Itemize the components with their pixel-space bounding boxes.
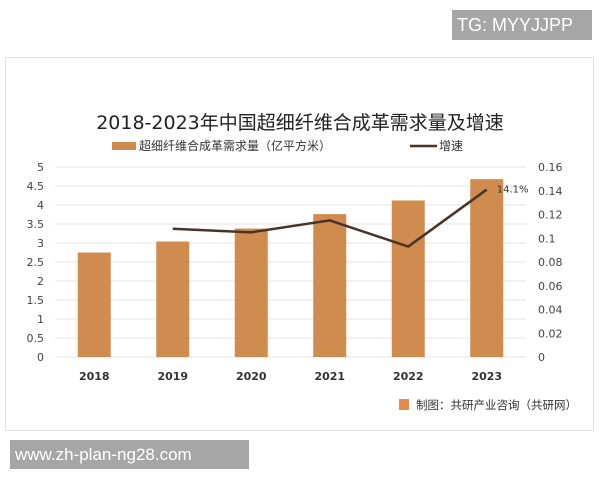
- x-tick-label: 2021: [314, 370, 345, 383]
- left-tick-label: 2: [37, 275, 44, 288]
- right-tick-label: 0.12: [538, 209, 563, 222]
- left-tick-label: 1.5: [27, 294, 45, 307]
- bar-2023: [470, 179, 504, 357]
- logo-icon: [399, 399, 409, 410]
- legend-label-bar: 超细纤维合成革需求量（亿平方米）: [139, 138, 331, 153]
- bar-2018: [77, 252, 111, 357]
- source-text: 制图：共研产业咨询（共研网）: [416, 398, 577, 412]
- right-tick-label: 0.1: [538, 232, 556, 245]
- source-credit: 制图：共研产业咨询（共研网）: [399, 398, 577, 412]
- right-tick-label: 0.16: [538, 161, 563, 174]
- left-tick-label: 3.5: [27, 218, 45, 231]
- left-tick-label: 0.5: [27, 332, 45, 345]
- left-tick-label: 2.5: [27, 256, 45, 269]
- bar-2020: [234, 228, 268, 357]
- right-tick-label: 0.06: [538, 280, 563, 293]
- watermark-bottom-left: www.zh-plan-ng28.com: [10, 440, 249, 469]
- right-tick-label: 0.02: [538, 327, 563, 340]
- x-tick-label: 2023: [471, 370, 502, 383]
- bar-2021: [313, 214, 347, 357]
- left-tick-label: 4.5: [27, 180, 45, 193]
- chart-title: 2018-2023年中国超细纤维合成革需求量及增速: [96, 112, 504, 134]
- watermark-top-right: TG: MYYJJPP: [452, 10, 592, 40]
- data-label: 14.1%: [497, 185, 529, 196]
- x-tick-label: 2018: [79, 370, 110, 383]
- legend: 超细纤维合成革需求量（亿平方米） 增速: [112, 138, 463, 153]
- right-tick-label: 0: [538, 351, 545, 364]
- right-tick-label: 0.04: [538, 304, 563, 317]
- left-tick-label: 1: [37, 313, 44, 326]
- x-tick-label: 2019: [157, 370, 188, 383]
- left-tick-label: 0: [37, 351, 44, 364]
- left-tick-label: 3: [37, 237, 44, 250]
- legend-label-line: 增速: [439, 139, 463, 153]
- right-tick-label: 0.08: [538, 256, 563, 269]
- right-tick-label: 0.14: [538, 185, 563, 198]
- legend-swatch-bar: [112, 142, 136, 150]
- left-tick-label: 4: [37, 199, 44, 212]
- bar-2022: [391, 200, 425, 357]
- bar-2019: [156, 241, 190, 357]
- x-tick-label: 2022: [393, 370, 424, 383]
- x-tick-label: 2020: [236, 370, 267, 383]
- left-tick-label: 5: [37, 161, 44, 174]
